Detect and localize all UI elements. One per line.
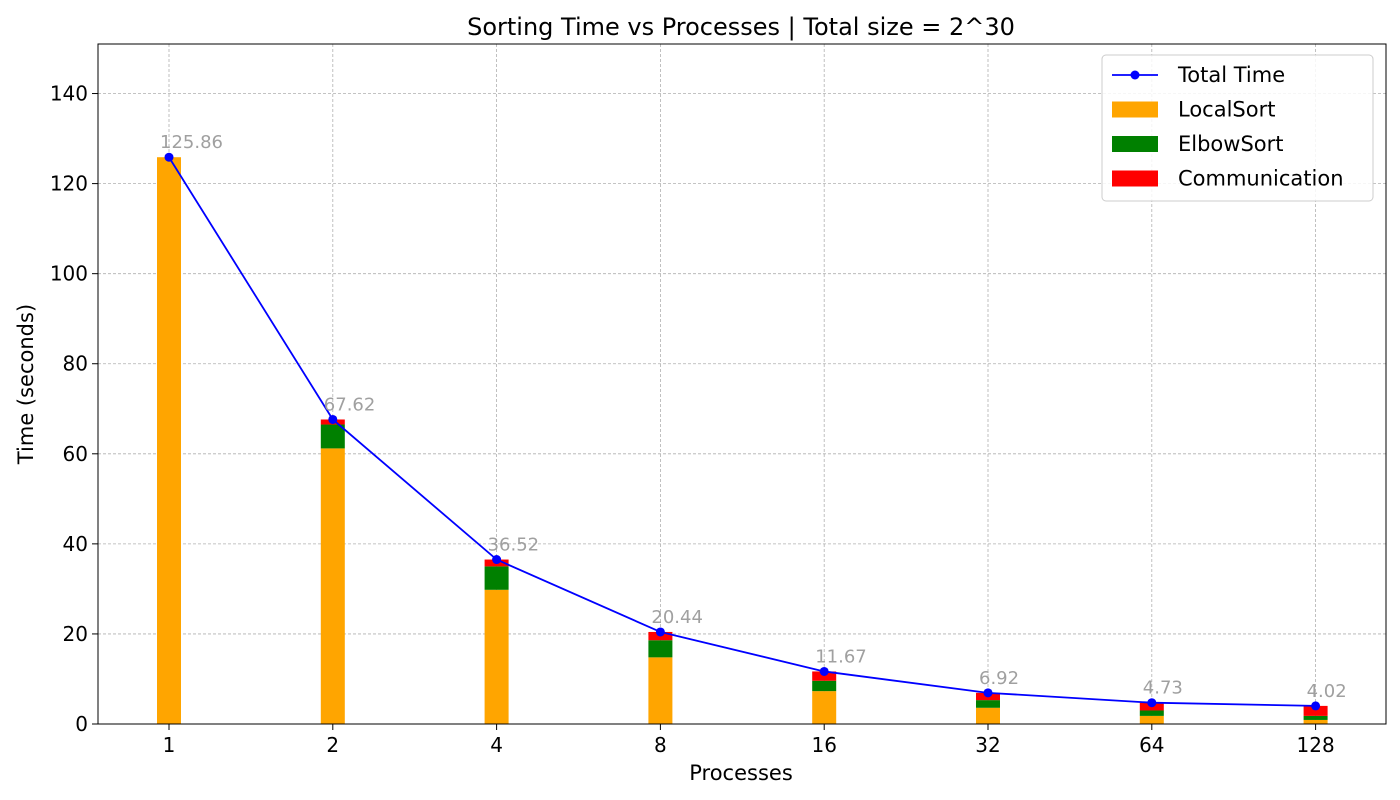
chart-title: Sorting Time vs Processes | Total size =… bbox=[467, 13, 1015, 41]
y-tick-label: 20 bbox=[63, 622, 88, 646]
y-tick-label: 0 bbox=[75, 712, 88, 736]
y-tick-label: 40 bbox=[63, 532, 88, 556]
total-time-polyline bbox=[168, 156, 1316, 707]
bar-localsort bbox=[648, 657, 673, 724]
legend-label: Communication bbox=[1178, 167, 1344, 191]
bar-localsort bbox=[484, 589, 509, 724]
bar-elbowsort bbox=[320, 424, 345, 449]
total-time-point bbox=[819, 666, 829, 676]
total-time-point bbox=[164, 152, 174, 162]
x-tick-label: 2 bbox=[326, 733, 339, 757]
y-tick-label: 120 bbox=[50, 172, 88, 196]
bar-elbowsort bbox=[648, 640, 673, 658]
bar-localsort bbox=[320, 448, 345, 724]
legend-label: Total Time bbox=[1177, 63, 1285, 87]
bar-elbowsort bbox=[976, 700, 1000, 708]
data-label: 4.02 bbox=[1307, 681, 1347, 702]
legend: Total Time LocalSort ElbowSort Communicatio… bbox=[1101, 54, 1374, 202]
total-time-point bbox=[328, 414, 338, 424]
legend-box bbox=[1101, 54, 1374, 202]
total-time-point bbox=[983, 688, 993, 698]
axes: 0 20 40 60 80 100 120 140 1 2 4 8 16 32 64 128 bbox=[50, 43, 1387, 757]
data-label: 6.92 bbox=[979, 668, 1019, 689]
bar-localsort bbox=[1303, 719, 1328, 724]
data-label: 36.52 bbox=[488, 535, 540, 556]
bars bbox=[157, 157, 1328, 724]
x-tick-label: 128 bbox=[1297, 733, 1335, 757]
legend-swatch-localsort bbox=[1112, 101, 1158, 118]
total-time-point bbox=[492, 555, 502, 565]
x-tick-label: 32 bbox=[975, 733, 1000, 757]
y-tick-label: 80 bbox=[63, 352, 88, 376]
legend-swatch-marker bbox=[1130, 70, 1140, 80]
total-time-point bbox=[655, 627, 665, 637]
bar-localsort bbox=[812, 691, 837, 724]
bar-elbowsort bbox=[812, 680, 837, 692]
y-tick-label: 140 bbox=[50, 82, 88, 106]
bar-localsort bbox=[1139, 715, 1164, 724]
legend-label: ElbowSort bbox=[1178, 132, 1284, 156]
x-tick-label: 64 bbox=[1139, 733, 1164, 757]
total-time-line bbox=[164, 152, 1321, 711]
bar-communication bbox=[1303, 705, 1328, 716]
x-tick-label: 8 bbox=[654, 733, 667, 757]
y-tick-label: 60 bbox=[63, 442, 88, 466]
data-label: 67.62 bbox=[324, 394, 376, 415]
y-tick-label: 100 bbox=[50, 262, 88, 286]
bar-communication bbox=[812, 671, 837, 681]
total-time-point bbox=[1311, 701, 1321, 711]
bar-localsort bbox=[976, 707, 1000, 724]
total-time-point bbox=[1147, 698, 1157, 708]
data-label: 11.67 bbox=[815, 646, 867, 667]
plot-frame bbox=[97, 43, 1387, 725]
x-tick-label: 4 bbox=[490, 733, 503, 757]
data-label: 4.73 bbox=[1143, 678, 1183, 699]
legend-swatch-elbowsort bbox=[1112, 136, 1158, 152]
bar-elbowsort bbox=[484, 566, 509, 590]
legend-swatch-communication bbox=[1112, 170, 1158, 187]
x-tick-label: 1 bbox=[163, 733, 176, 757]
data-labels: 125.86 67.62 36.52 20.44 11.67 6.92 4.73 4.02 bbox=[160, 132, 1347, 702]
x-axis-title: Processes bbox=[689, 761, 793, 785]
data-label: 20.44 bbox=[651, 607, 703, 628]
y-axis-title: Time (seconds) bbox=[14, 304, 38, 465]
data-label: 125.86 bbox=[160, 132, 223, 153]
bar-localsort bbox=[157, 157, 181, 724]
x-tick-label: 16 bbox=[811, 733, 836, 757]
bar-elbowsort bbox=[1303, 715, 1328, 720]
bar-elbowsort bbox=[1139, 710, 1164, 716]
legend-label: LocalSort bbox=[1178, 98, 1275, 122]
